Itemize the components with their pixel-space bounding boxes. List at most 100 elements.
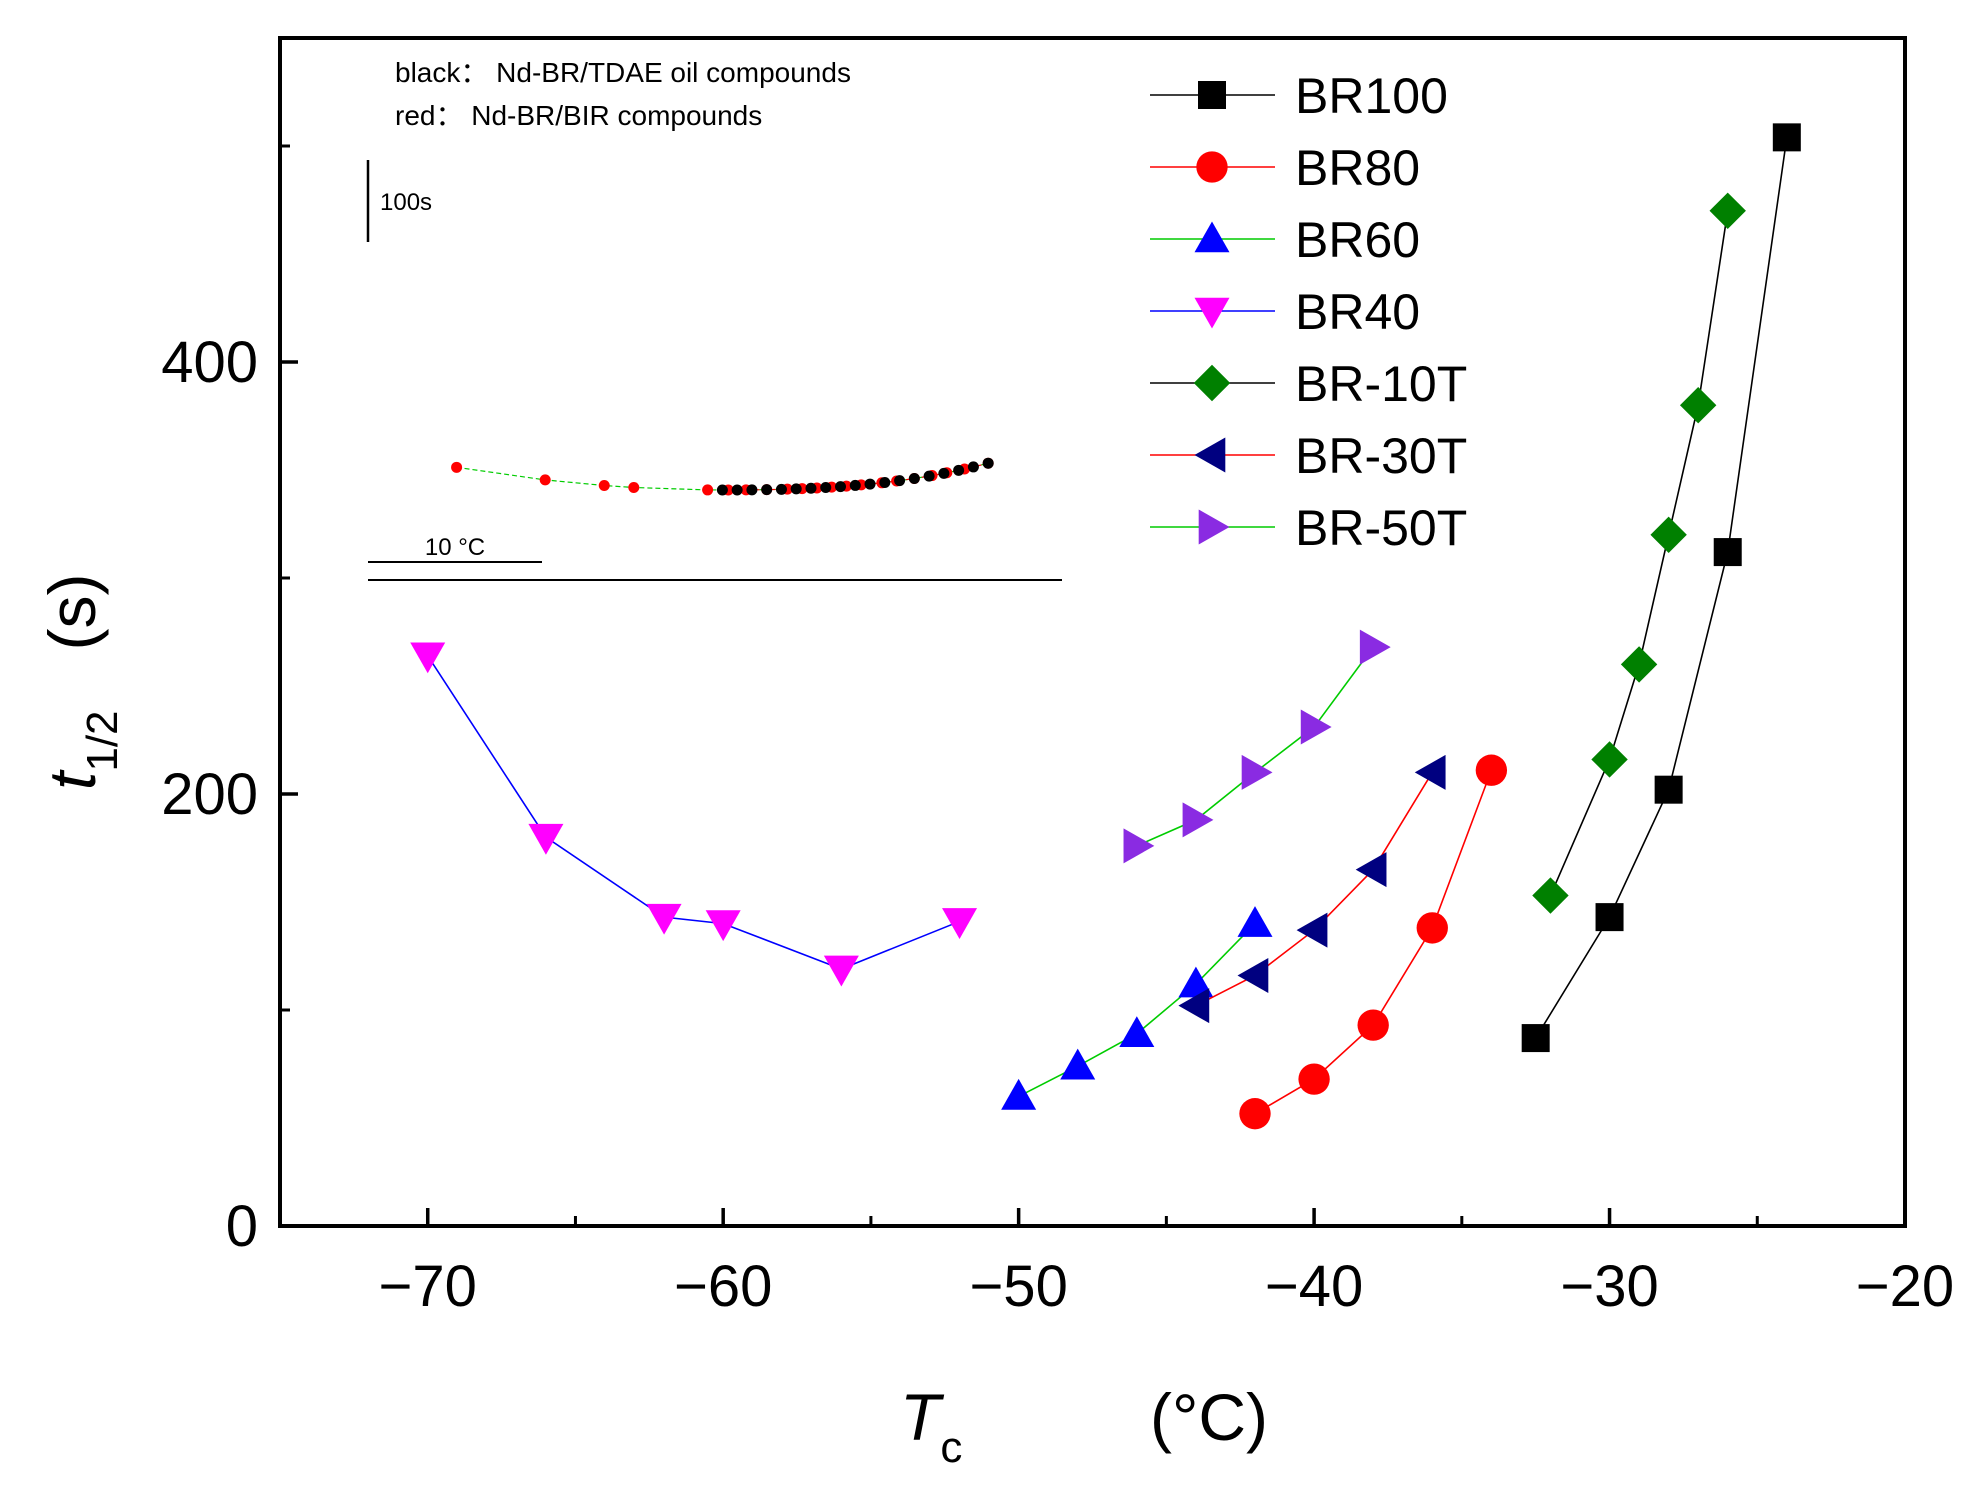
inset-data-point: [967, 461, 979, 473]
legend-marker: [1194, 221, 1230, 253]
data-point: [1357, 1009, 1389, 1041]
series-br100: [1521, 123, 1801, 1053]
inset-data-point: [628, 481, 640, 493]
legend-label: BR60: [1295, 212, 1420, 268]
x-tick-label: −20: [1856, 1254, 1954, 1319]
inset-data-point: [761, 484, 773, 496]
inset-data-point: [879, 476, 891, 488]
inset-data-point: [864, 478, 876, 490]
legend-entry-br60: BR60: [1150, 212, 1420, 268]
data-point: [1713, 538, 1742, 567]
data-point: [705, 910, 741, 942]
inset-data-point: [938, 467, 950, 479]
inset-data-point: [835, 481, 847, 493]
data-point: [1359, 629, 1391, 665]
inset-data-point: [716, 484, 728, 496]
data-point: [1237, 906, 1273, 937]
data-point: [1178, 966, 1214, 998]
inset-data-point: [598, 480, 610, 492]
data-point: [942, 908, 978, 939]
inset-annotation-red: red： Nd-BR/BIR compounds: [395, 100, 762, 131]
legend-entry-br100: BR100: [1150, 68, 1448, 124]
x-tick-label: −30: [1560, 1254, 1658, 1319]
data-point: [1620, 646, 1658, 683]
legend-entry-br-10t: BR-10T: [1150, 356, 1467, 412]
x-tick-label: −60: [674, 1254, 772, 1319]
data-point: [1182, 802, 1214, 838]
y-tick-label: 400: [161, 330, 258, 395]
data-point: [1296, 912, 1328, 948]
data-point: [1241, 754, 1273, 790]
series-line: [1254, 769, 1493, 1115]
data-point: [1355, 852, 1387, 888]
y-tick-label: 200: [161, 762, 258, 827]
plot-frame: [278, 36, 1907, 1228]
y-axis-title: t1/2(s): [35, 574, 127, 790]
inset: 10 °C 100s black： Nd-BR/TDAE oil compounds…: [366, 57, 1062, 581]
inset-series-black: [716, 457, 994, 496]
axes: −70 −60 −50 −40 −30 −20 0 200 400 Tc (°C) t1/2(s): [35, 36, 1954, 1472]
data-point: [410, 642, 446, 674]
data-point: [1300, 709, 1332, 745]
data-point: [1416, 912, 1448, 944]
data-point: [1237, 957, 1269, 993]
series-line: [1549, 210, 1729, 896]
inset-data-point: [539, 474, 551, 486]
inset-data-point: [731, 484, 743, 496]
inset-data-point: [894, 475, 906, 487]
series-br-30t: [1178, 754, 1446, 1024]
legend-marker: [1196, 151, 1228, 183]
legend-marker: [1198, 81, 1226, 109]
inset-data-point: [775, 483, 787, 495]
inset-scale-x-label: 10 °C: [425, 534, 485, 561]
legend-entry-br40: BR40: [1150, 284, 1420, 340]
inset-data-point: [849, 479, 861, 491]
data-point: [1595, 903, 1624, 932]
series-br80: [1239, 754, 1508, 1130]
series-line: [1195, 771, 1433, 1007]
data-layer: [410, 123, 1801, 1130]
data-point: [646, 903, 682, 935]
data-point: [528, 823, 564, 855]
data-point: [823, 955, 859, 987]
legend-entry-br-30t: BR-30T: [1150, 428, 1467, 484]
data-point: [1001, 1078, 1037, 1110]
series-br40: [410, 642, 978, 987]
legend-marker: [1194, 437, 1226, 473]
inset-data-point: [953, 464, 965, 476]
inset-data-point: [790, 483, 802, 495]
data-point: [1772, 123, 1801, 152]
series-line: [1534, 137, 1788, 1039]
data-point: [1123, 828, 1155, 864]
series-br-50t: [1123, 629, 1391, 864]
inset-data-point: [746, 484, 758, 496]
data-point: [1521, 1024, 1550, 1053]
series-line: [427, 655, 960, 970]
series-line: [1136, 646, 1374, 847]
data-point: [1178, 988, 1210, 1024]
legend-marker: [1193, 364, 1231, 402]
legend-label: BR100: [1295, 68, 1448, 124]
data-point: [1654, 775, 1683, 804]
legend-marker: [1198, 509, 1230, 545]
legend-label: BR40: [1295, 284, 1420, 340]
data-point: [1650, 516, 1687, 553]
x-tick-label: −70: [379, 1254, 477, 1319]
series-br-10t: [1532, 192, 1746, 914]
data-point: [1119, 1016, 1155, 1048]
data-point: [1591, 741, 1628, 778]
legend-entry-br80: BR80: [1150, 140, 1420, 196]
inset-data-point: [908, 472, 920, 484]
legend-label: BR80: [1295, 140, 1420, 196]
data-point: [1414, 754, 1446, 790]
legend-marker: [1194, 297, 1230, 329]
series-line: [1018, 923, 1256, 1098]
data-point: [1679, 387, 1717, 424]
legend: BR100 BR80 BR60 BR40 BR-10T BR-30T BR-50T: [1150, 68, 1467, 556]
x-tick-label: −40: [1265, 1254, 1363, 1319]
series-br60: [1001, 906, 1273, 1110]
inset-data-point: [820, 482, 832, 494]
data-point: [1298, 1063, 1330, 1095]
x-axis-title: Tc (°C): [900, 1380, 1268, 1472]
